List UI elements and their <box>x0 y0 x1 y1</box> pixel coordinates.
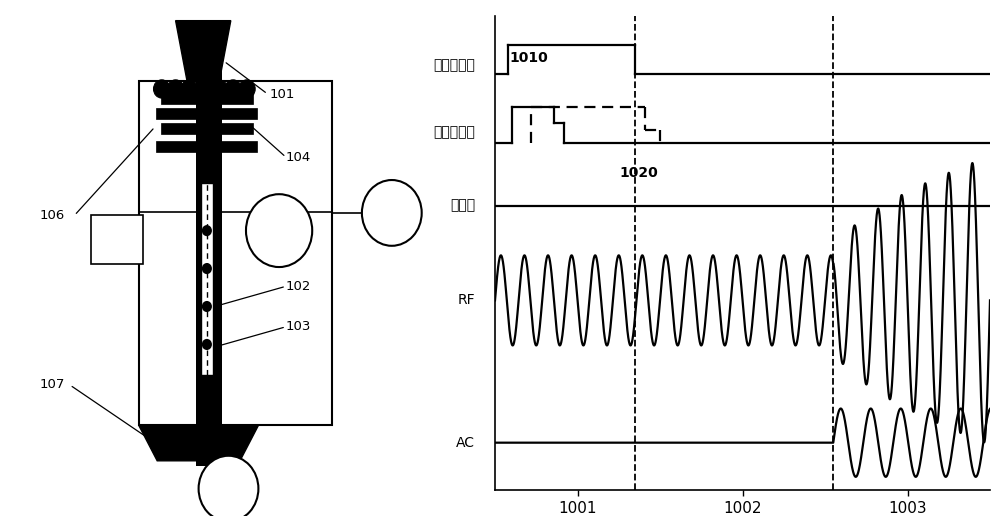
Text: 105: 105 <box>379 207 404 219</box>
Bar <box>161 93 253 104</box>
Circle shape <box>199 456 258 522</box>
Bar <box>156 108 257 119</box>
Text: 紫外灯输出: 紫外灯输出 <box>433 125 475 139</box>
Text: 104: 104 <box>286 151 311 164</box>
Bar <box>196 61 222 466</box>
Polygon shape <box>139 425 258 461</box>
Text: 109: 109 <box>266 224 292 237</box>
Circle shape <box>201 90 213 103</box>
Bar <box>156 141 257 152</box>
Circle shape <box>154 80 170 98</box>
Polygon shape <box>176 21 231 81</box>
Text: 102: 102 <box>286 280 311 293</box>
Bar <box>201 182 213 375</box>
Circle shape <box>202 225 212 236</box>
Text: AC: AC <box>456 436 475 450</box>
Text: RF: RF <box>458 294 475 307</box>
Circle shape <box>202 339 212 350</box>
Bar <box>161 123 253 134</box>
Circle shape <box>167 80 184 98</box>
Text: 108: 108 <box>216 482 241 495</box>
Circle shape <box>202 301 212 312</box>
Circle shape <box>246 194 312 267</box>
Text: 紫外灯高压: 紫外灯高压 <box>433 58 475 73</box>
Circle shape <box>239 80 255 98</box>
Text: 106: 106 <box>40 209 65 222</box>
Circle shape <box>225 80 241 98</box>
Text: 101: 101 <box>270 87 295 101</box>
Circle shape <box>211 80 228 98</box>
Text: 107: 107 <box>40 378 65 392</box>
Circle shape <box>181 80 198 98</box>
Bar <box>90 216 143 264</box>
Text: 离子门: 离子门 <box>450 199 475 212</box>
Text: 103: 103 <box>286 320 311 333</box>
Circle shape <box>202 263 212 274</box>
Bar <box>139 81 332 425</box>
Text: 1010: 1010 <box>510 51 549 65</box>
Circle shape <box>362 180 422 246</box>
Text: 1020: 1020 <box>619 166 658 180</box>
